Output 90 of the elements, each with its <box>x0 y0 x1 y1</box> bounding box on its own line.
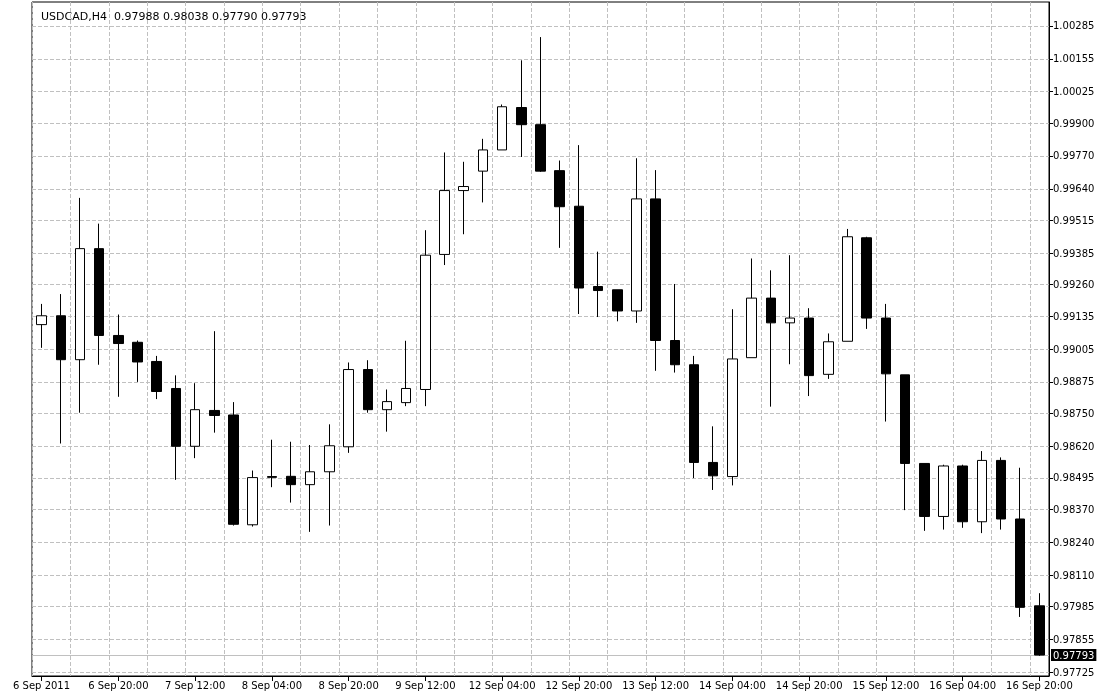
x-tick-label: 9 Sep 12:00 <box>395 679 456 691</box>
candlestick <box>113 314 124 398</box>
candlestick <box>305 444 315 533</box>
candlestick <box>439 151 450 266</box>
x-tick-label: 15 Sep 12:00 <box>852 679 920 691</box>
candlestick <box>516 59 527 158</box>
x-tick-label: 16 Sep 04:00 <box>929 679 997 691</box>
y-tick-label: 0.97855 <box>1053 633 1095 645</box>
candlestick <box>247 470 258 528</box>
candlestick <box>497 103 507 151</box>
x-tick-label: 12 Sep 04:00 <box>468 679 536 691</box>
y-tick-label: 0.99640 <box>1053 183 1095 195</box>
y-tick-label: 0.98495 <box>1053 472 1095 484</box>
candlestick <box>324 423 335 527</box>
candlestick <box>132 340 143 383</box>
x-tick-label: 7 Sep 12:00 <box>164 679 226 691</box>
candlestick <box>977 450 987 534</box>
y-tick-label: 1.00025 <box>1053 86 1095 98</box>
x-tick-label: 6 Sep 20:00 <box>88 679 149 691</box>
candlestick <box>919 462 930 532</box>
candlestick <box>785 254 795 365</box>
x-tick-label: 6 Sep 2011 <box>13 679 71 691</box>
x-tick-label: 13 Sep 12:00 <box>622 679 690 691</box>
candlestick <box>458 161 469 235</box>
candlestick <box>842 228 853 342</box>
candlestick <box>190 382 200 459</box>
x-tick-label: 8 Sep 20:00 <box>318 679 379 691</box>
candlestick <box>1015 467 1025 618</box>
candlestick <box>151 355 162 400</box>
candlestick <box>689 355 699 479</box>
candlestick <box>881 303 891 423</box>
candlestick <box>823 332 834 380</box>
y-tick-label: 0.98875 <box>1053 376 1095 388</box>
candlestick <box>804 307 814 397</box>
y-tick-label: 0.99770 <box>1053 150 1095 162</box>
y-tick-label: 0.98370 <box>1053 503 1095 515</box>
candlestick <box>574 144 584 315</box>
y-tick-label: 1.00285 <box>1053 20 1095 32</box>
candlestick <box>670 283 680 374</box>
x-tick-label: 16 Sep 20:00 <box>1006 679 1073 691</box>
candlestick <box>420 229 431 407</box>
candlestick <box>209 330 220 434</box>
candlestick <box>727 308 738 486</box>
y-tick-label: 0.98620 <box>1053 440 1095 452</box>
y-tick-label: 0.99900 <box>1053 117 1095 129</box>
y-tick-label: 0.99385 <box>1053 247 1095 259</box>
y-tick-label: 0.97985 <box>1053 601 1095 613</box>
text: USDCAD,H4 0.97988 0.98038 0.97790 0.97793 <box>41 10 307 23</box>
y-tick-label: 0.98750 <box>1053 407 1095 419</box>
candlestick <box>56 293 66 445</box>
y-tick-label: 0.99260 <box>1053 279 1095 291</box>
y-tick-label: 0.97725 <box>1053 666 1095 678</box>
candlestick <box>228 401 239 527</box>
candlestick <box>612 289 623 322</box>
candlestick <box>631 157 642 324</box>
candlestick <box>94 223 104 366</box>
x-tick-label: 8 Sep 04:00 <box>241 679 303 691</box>
candlestick <box>75 197 85 414</box>
candlestick <box>766 269 776 408</box>
candlestick <box>861 236 872 330</box>
candlestick <box>996 456 1006 531</box>
candlestick <box>171 374 181 481</box>
y-tick-label: 0.99005 <box>1053 343 1095 355</box>
x-tick-label: 12 Sep 20:00 <box>545 679 613 691</box>
candlestick <box>286 441 296 504</box>
y-tick-label: 0.99135 <box>1053 310 1095 322</box>
y-tick-label: 0.99515 <box>1053 214 1095 226</box>
candlestick <box>343 361 354 454</box>
candlestick <box>1034 592 1045 657</box>
candlestick <box>363 359 373 414</box>
candlestick <box>957 464 968 529</box>
candlestick <box>938 464 949 531</box>
candlestick <box>708 425 718 491</box>
y-tick-label: 0.98240 <box>1053 536 1095 548</box>
candlestick <box>535 36 546 173</box>
candlestick <box>36 303 47 349</box>
candlestick <box>900 374 910 511</box>
x-tick-label: 14 Sep 04:00 <box>699 679 766 691</box>
candlestick <box>382 388 392 433</box>
candlestick <box>401 340 411 407</box>
candlestick <box>478 138 488 203</box>
ref-line-label: 0.97793 <box>1053 649 1095 661</box>
candlestick <box>554 160 565 249</box>
candlestick <box>593 251 603 318</box>
candlestick <box>746 257 757 359</box>
x-tick-label: 14 Sep 20:00 <box>775 679 843 691</box>
y-tick-label: 1.00155 <box>1053 53 1095 65</box>
candlestick <box>267 439 277 488</box>
candlestick <box>650 169 661 372</box>
y-tick-label: 0.98110 <box>1053 569 1095 581</box>
